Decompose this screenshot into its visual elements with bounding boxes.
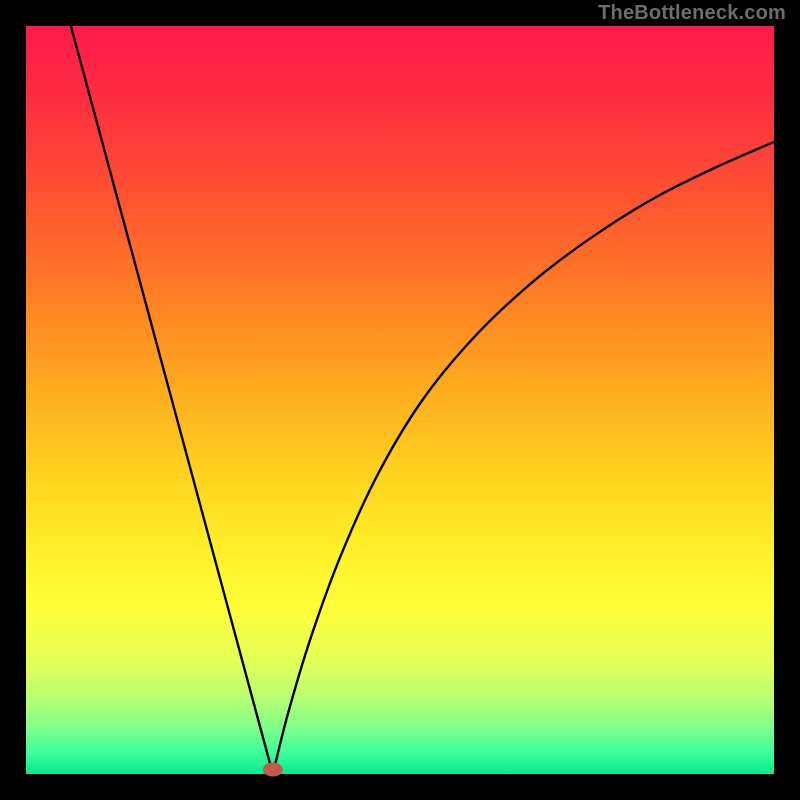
chart-canvas bbox=[0, 0, 800, 800]
bottleneck-chart: TheBottleneck.com bbox=[0, 0, 800, 800]
optimal-point-marker bbox=[263, 763, 283, 777]
watermark-text: TheBottleneck.com bbox=[598, 2, 786, 25]
chart-plot-area bbox=[26, 26, 774, 774]
